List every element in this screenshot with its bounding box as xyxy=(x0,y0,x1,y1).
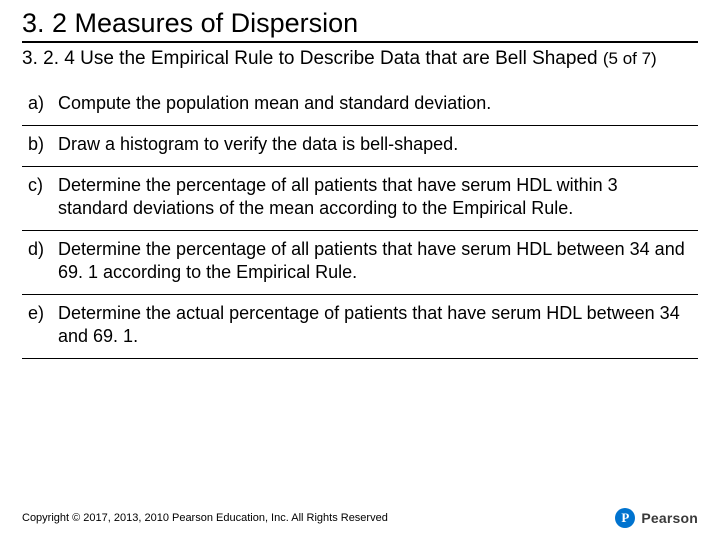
list-item: e) Determine the actual percentage of pa… xyxy=(22,295,698,359)
list-item: d) Determine the percentage of all patie… xyxy=(22,231,698,295)
copyright-text: Copyright © 2017, 2013, 2010 Pearson Edu… xyxy=(22,512,388,524)
item-text: Determine the percentage of all patients… xyxy=(58,174,698,220)
item-text: Draw a histogram to verify the data is b… xyxy=(58,133,698,156)
item-text: Determine the percentage of all patients… xyxy=(58,238,698,284)
item-letter: a) xyxy=(22,92,58,115)
item-letter: d) xyxy=(22,238,58,284)
pearson-logo: P Pearson xyxy=(615,508,698,528)
list-item: b) Draw a histogram to verify the data i… xyxy=(22,126,698,167)
slide-subtitle: 3. 2. 4 Use the Empirical Rule to Descri… xyxy=(22,47,698,71)
footer: Copyright © 2017, 2013, 2010 Pearson Edu… xyxy=(22,508,698,528)
subtitle-paren: (5 of 7) xyxy=(603,49,657,68)
item-letter: e) xyxy=(22,302,58,348)
subtitle-main: 3. 2. 4 Use the Empirical Rule to Descri… xyxy=(22,48,603,69)
slide: 3. 2 Measures of Dispersion 3. 2. 4 Use … xyxy=(0,0,720,540)
slide-title: 3. 2 Measures of Dispersion xyxy=(22,8,698,43)
item-text: Determine the actual percentage of patie… xyxy=(58,302,698,348)
list-item: a) Compute the population mean and stand… xyxy=(22,85,698,126)
pearson-logo-text: Pearson xyxy=(641,510,698,526)
pearson-logo-icon: P xyxy=(615,508,635,528)
item-text: Compute the population mean and standard… xyxy=(58,92,698,115)
list-item: c) Determine the percentage of all patie… xyxy=(22,167,698,231)
item-letter: c) xyxy=(22,174,58,220)
item-list: a) Compute the population mean and stand… xyxy=(22,85,698,359)
item-letter: b) xyxy=(22,133,58,156)
